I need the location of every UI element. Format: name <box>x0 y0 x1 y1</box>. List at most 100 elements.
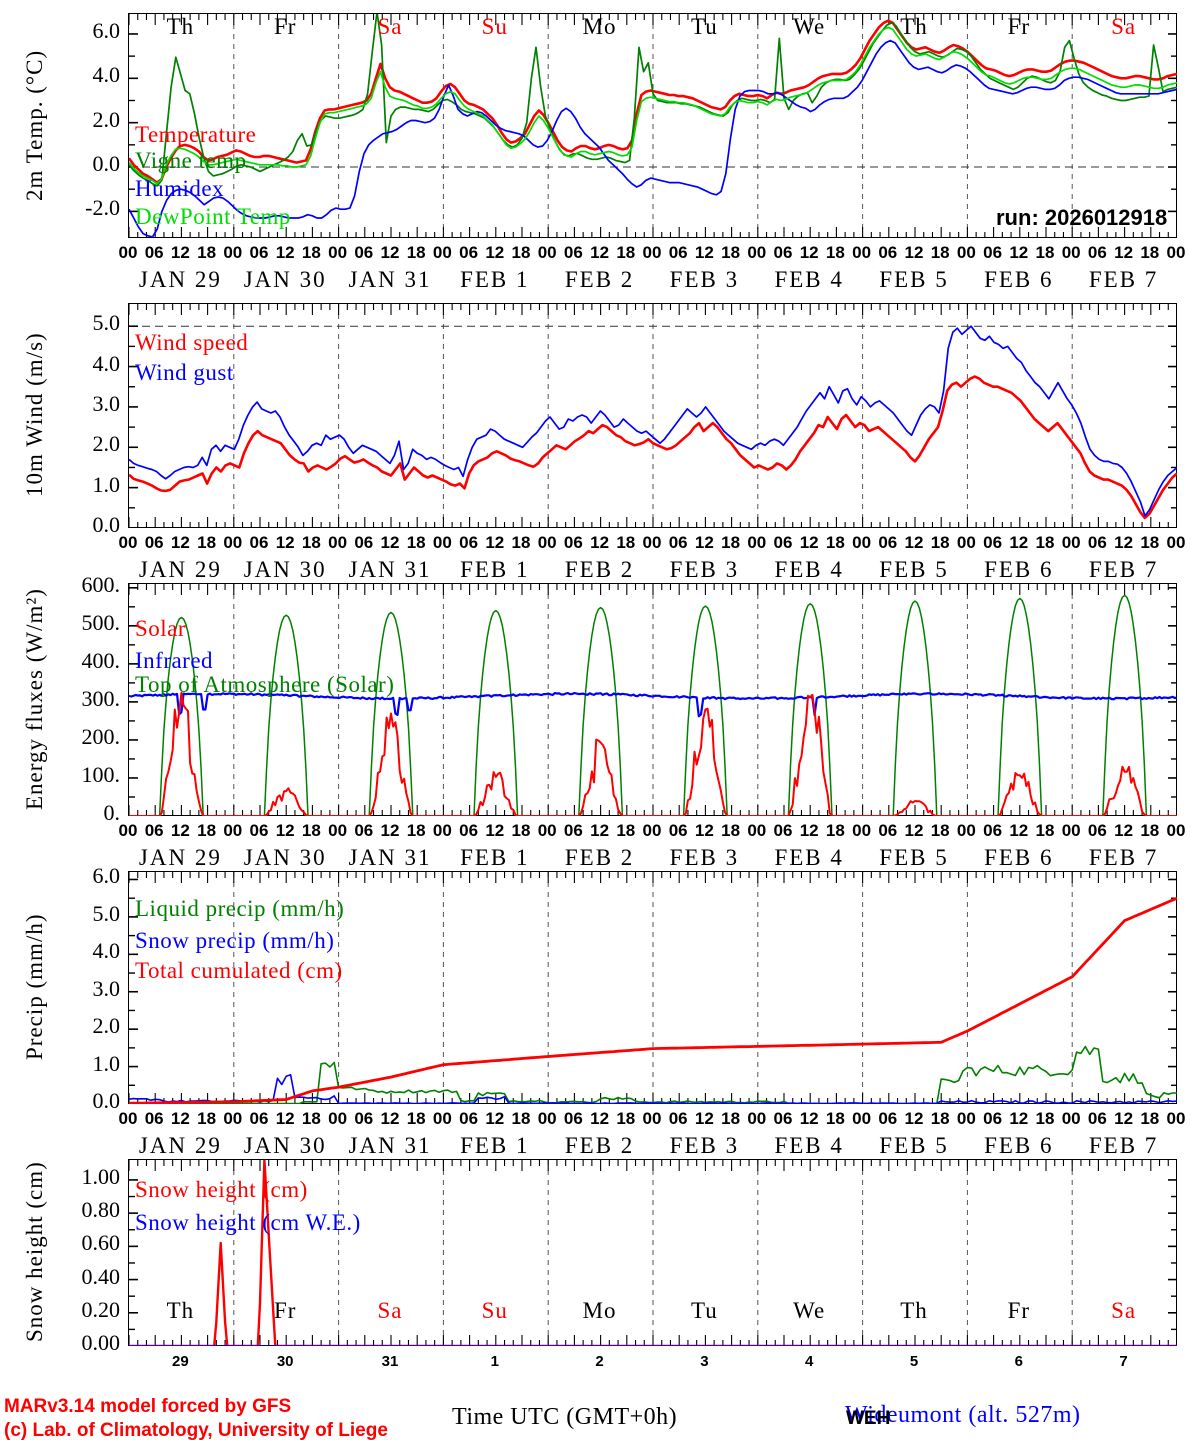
x-hour-label-temperature-162: 18 <box>825 243 845 262</box>
x-hour-label-wind-84: 12 <box>485 533 505 552</box>
x-hour-label-temperature-132: 12 <box>694 243 714 262</box>
legend-item-energy_fluxes-1: Infrared <box>135 648 214 673</box>
y-tick-label-energy_fluxes-5: 100. <box>81 761 121 787</box>
x-hour-label-wind-108: 12 <box>590 533 610 552</box>
x-hour-label-precip-42: 18 <box>301 1109 321 1128</box>
y-tick-label-temperature-1: 4.0 <box>92 62 121 88</box>
footer-copyright-line: (c) Lab. of Climatology, University of L… <box>4 1420 388 1440</box>
y-tick-label-precip-5: 1.0 <box>92 1050 121 1076</box>
x-hour-label-temperature-138: 18 <box>721 243 741 262</box>
x-hour-label-precip-228: 12 <box>1114 1109 1134 1128</box>
x-hour-label-wind-204: 12 <box>1009 533 1029 552</box>
x-hour-label-temperature-120: 00 <box>642 243 662 262</box>
x-hour-label-temperature-30: 06 <box>249 243 269 262</box>
y-tick-label-temperature-0: 6.0 <box>92 17 121 43</box>
x-hour-label-precip-24: 00 <box>223 1109 243 1128</box>
x-hour-label-precip-144: 00 <box>747 1109 767 1128</box>
x-hour-label-temperature-66: 18 <box>406 243 426 262</box>
x-day-label-energy_fluxes-5: FEB 3 <box>669 845 740 870</box>
day-number-label-6: 4 <box>805 1353 814 1370</box>
x-hour-label-energy_fluxes-96: 00 <box>537 821 557 840</box>
legend-item-precip-1: Snow precip (mm/h) <box>135 928 335 953</box>
x-hour-label-precip-102: 06 <box>563 1109 583 1128</box>
x-hour-label-precip-186: 18 <box>930 1109 950 1128</box>
x-day-label-wind-9: FEB 7 <box>1088 557 1159 582</box>
x-hour-label-wind-0: 00 <box>118 533 138 552</box>
x-hour-label-wind-156: 12 <box>799 533 819 552</box>
plot-area-temperature <box>128 13 1177 238</box>
x-hour-label-wind-18: 18 <box>197 533 217 552</box>
x-day-label-energy_fluxes-8: FEB 6 <box>984 845 1054 870</box>
x-hour-label-energy_fluxes-54: 06 <box>354 821 374 840</box>
x-day-label-precip-7: FEB 5 <box>879 1133 949 1158</box>
y-tick-label-temperature-4: -2.0 <box>85 195 120 221</box>
x-hour-label-wind-144: 00 <box>747 533 767 552</box>
x-day-label-temperature-5: FEB 3 <box>669 267 740 292</box>
x-day-label-wind-1: JAN 30 <box>243 557 327 582</box>
y-tick-label-snow_height-4: 0.20 <box>81 1296 121 1322</box>
x-hour-label-precip-0: 00 <box>118 1109 138 1128</box>
x-hour-label-precip-30: 06 <box>249 1109 269 1128</box>
dow-label-top-4: Mo <box>582 14 617 39</box>
x-day-label-temperature-1: JAN 30 <box>243 267 327 292</box>
x-hour-label-precip-90: 18 <box>511 1109 531 1128</box>
y-tick-label-wind-3: 2.0 <box>92 431 121 457</box>
series-dewpoint-temp <box>129 26 1177 185</box>
x-hour-label-temperature-72: 00 <box>432 243 452 262</box>
x-hour-label-wind-198: 06 <box>983 533 1003 552</box>
legend-item-temperature-1: Vigne temp <box>135 148 247 173</box>
x-hour-label-temperature-0: 00 <box>118 243 138 262</box>
x-hour-label-temperature-60: 12 <box>380 243 400 262</box>
x-hour-label-wind-174: 06 <box>878 533 898 552</box>
x-axis-title: Time UTC (GMT+0h) <box>452 1404 678 1430</box>
x-hour-label-energy_fluxes-114: 18 <box>616 821 636 840</box>
dow-label-bottom-0: Th <box>166 1298 195 1323</box>
legend-item-temperature-2: Humidex <box>135 176 225 201</box>
x-hour-label-temperature-174: 06 <box>878 243 898 262</box>
x-hour-label-precip-174: 06 <box>878 1109 898 1128</box>
x-hour-label-energy_fluxes-132: 12 <box>694 821 714 840</box>
x-hour-label-temperature-222: 06 <box>1087 243 1107 262</box>
x-hour-label-precip-192: 00 <box>956 1109 976 1128</box>
x-day-label-wind-8: FEB 6 <box>984 557 1054 582</box>
series-snow-precip <box>129 1074 1177 1104</box>
x-hour-label-energy_fluxes-222: 06 <box>1087 821 1107 840</box>
x-hour-label-energy_fluxes-78: 06 <box>459 821 479 840</box>
dow-label-bottom-3: Su <box>481 1298 508 1323</box>
plot-svg-temperature <box>129 14 1177 238</box>
x-hour-label-precip-36: 12 <box>275 1109 295 1128</box>
x-hour-label-energy_fluxes-168: 00 <box>852 821 872 840</box>
x-hour-label-energy_fluxes-240: 00 <box>1166 821 1186 840</box>
x-hour-label-energy_fluxes-48: 00 <box>328 821 348 840</box>
x-day-label-energy_fluxes-9: FEB 7 <box>1088 845 1159 870</box>
series-total-cumulated <box>129 896 1177 1104</box>
x-hour-label-energy_fluxes-144: 00 <box>747 821 767 840</box>
x-hour-label-precip-162: 18 <box>825 1109 845 1128</box>
x-hour-label-temperature-24: 00 <box>223 243 243 262</box>
x-hour-label-precip-54: 06 <box>354 1109 374 1128</box>
x-hour-label-temperature-102: 06 <box>563 243 583 262</box>
y-tick-label-snow_height-3: 0.40 <box>81 1263 121 1289</box>
dow-label-bottom-7: Th <box>900 1298 928 1323</box>
x-hour-label-energy_fluxes-24: 00 <box>223 821 243 840</box>
x-hour-label-wind-234: 18 <box>1140 533 1160 552</box>
x-hour-label-precip-66: 18 <box>406 1109 426 1128</box>
x-day-label-precip-5: FEB 3 <box>669 1133 740 1158</box>
x-hour-label-temperature-198: 06 <box>983 243 1003 262</box>
plot-area-snow_height <box>128 1159 1177 1346</box>
x-hour-label-energy_fluxes-108: 12 <box>590 821 610 840</box>
x-hour-label-temperature-78: 06 <box>459 243 479 262</box>
y-tick-label-temperature-3: 0.0 <box>92 151 121 177</box>
y-tick-label-energy_fluxes-4: 200. <box>81 723 121 749</box>
x-hour-label-energy_fluxes-162: 18 <box>825 821 845 840</box>
x-hour-label-energy_fluxes-6: 06 <box>144 821 164 840</box>
x-hour-label-wind-102: 06 <box>563 533 583 552</box>
y-tick-label-wind-5: 0.0 <box>92 512 121 537</box>
dow-label-bottom-8: Fr <box>1007 1298 1031 1323</box>
x-hour-label-precip-60: 12 <box>380 1109 400 1128</box>
x-hour-label-wind-168: 00 <box>852 533 872 552</box>
x-day-label-wind-4: FEB 2 <box>564 557 635 582</box>
run-label: run: 2026012918 <box>996 205 1168 230</box>
dow-label-top-2: Sa <box>377 14 403 39</box>
